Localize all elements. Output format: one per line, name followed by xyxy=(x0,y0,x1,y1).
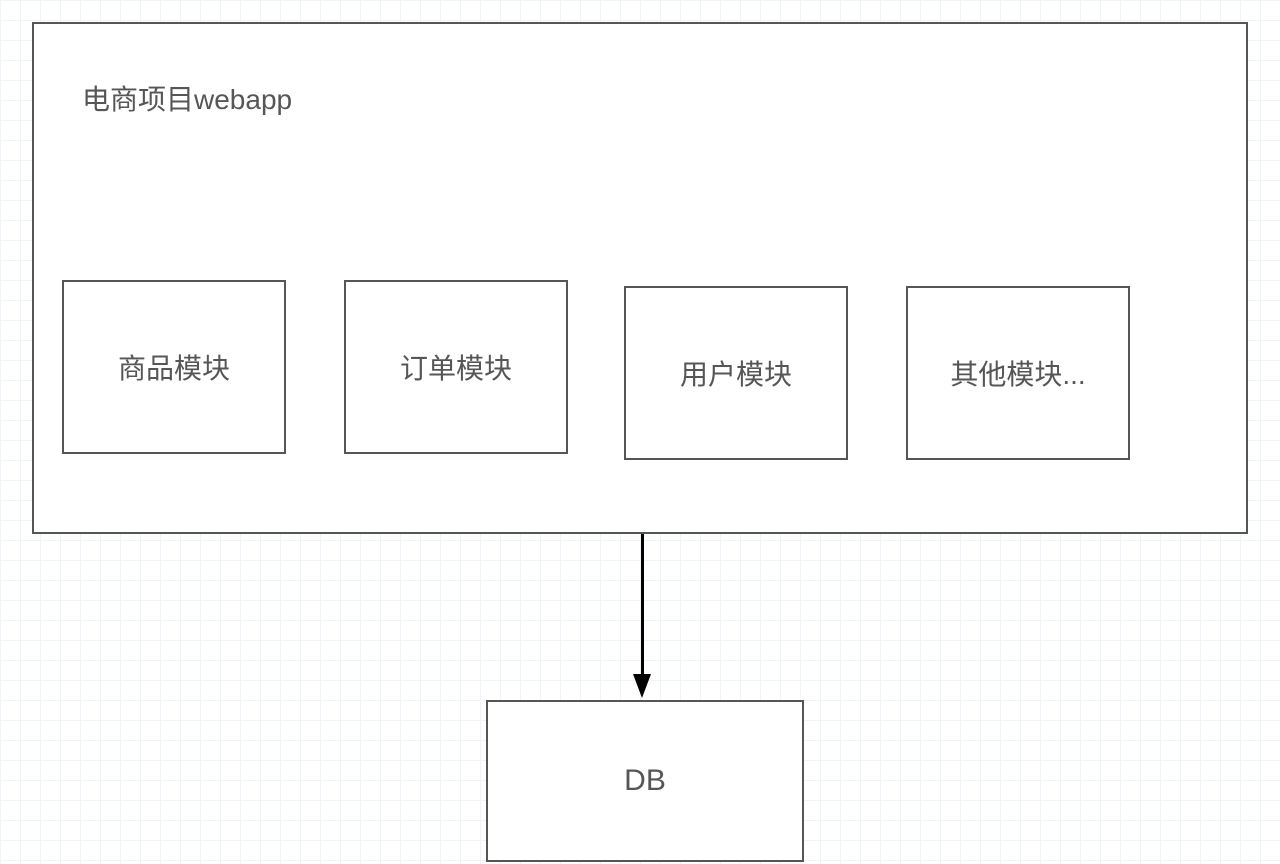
module-box-2: 用户模块 xyxy=(624,286,848,460)
module-label-2: 用户模块 xyxy=(680,353,792,393)
arrow-line xyxy=(641,534,644,674)
module-label-3: 其他模块... xyxy=(950,353,1085,393)
module-box-1: 订单模块 xyxy=(344,280,568,454)
arrow-head-icon xyxy=(633,674,651,698)
module-label-1: 订单模块 xyxy=(400,347,512,387)
module-label-0: 商品模块 xyxy=(118,347,230,387)
webapp-container-label: 电商项目webapp xyxy=(82,78,292,118)
db-label: DB xyxy=(624,764,666,798)
db-box: DB xyxy=(486,700,804,862)
module-box-0: 商品模块 xyxy=(62,280,286,454)
module-box-3: 其他模块... xyxy=(906,286,1130,460)
